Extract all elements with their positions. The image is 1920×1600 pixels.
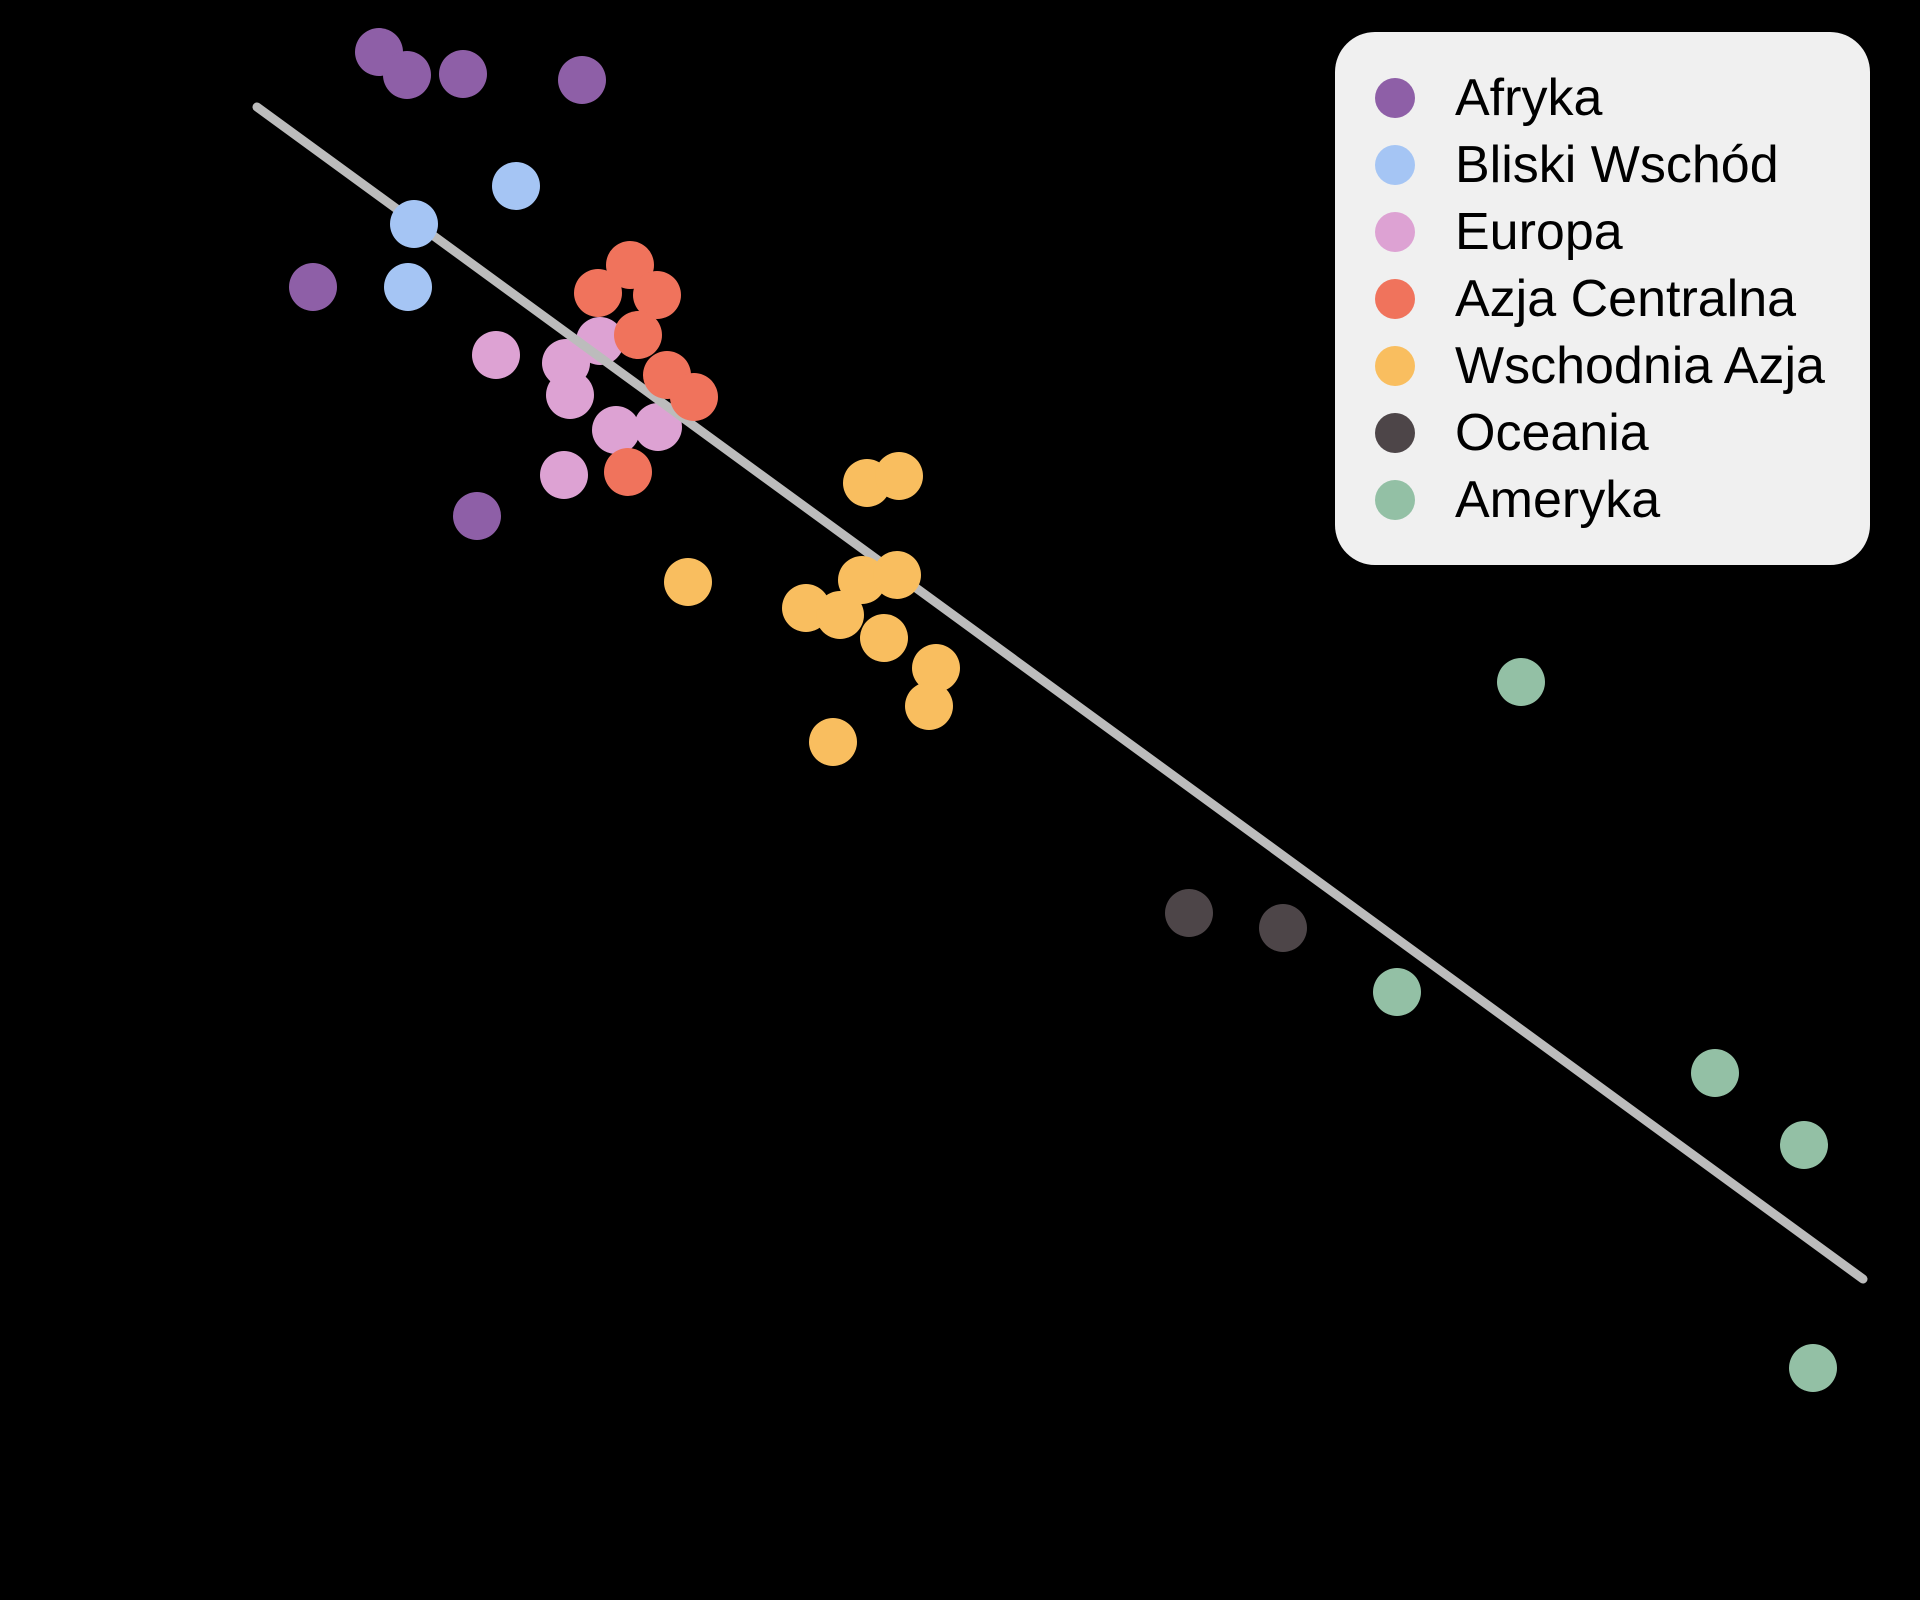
point-bliski-wsch-d <box>390 200 438 248</box>
point-wschodnia-azja <box>838 556 886 604</box>
legend-item-europa: Europa <box>1335 198 1870 265</box>
point-wschodnia-azja <box>875 452 923 500</box>
point-wschodnia-azja <box>873 551 921 599</box>
point-europa <box>472 331 520 379</box>
point-europa <box>546 371 594 419</box>
oceania-swatch-icon <box>1375 412 1415 453</box>
point-europa <box>540 451 588 499</box>
legend-label: Europa <box>1455 202 1623 261</box>
point-bliski-wsch-d <box>492 162 540 210</box>
legend-label: Azja Centralna <box>1455 269 1797 328</box>
legend-item-azja-centralna: Azja Centralna <box>1335 265 1870 332</box>
point-ameryka <box>1691 1049 1739 1097</box>
point-azja-centralna <box>614 311 662 359</box>
point-wschodnia-azja <box>905 682 953 730</box>
europa-swatch-icon <box>1375 211 1415 252</box>
legend-label: Ameryka <box>1455 470 1661 529</box>
point-wschodnia-azja <box>912 644 960 692</box>
point-afryka <box>439 50 487 98</box>
legend-item-afryka: Afryka <box>1335 64 1870 131</box>
point-wschodnia-azja <box>816 591 864 639</box>
afryka-swatch-icon <box>1375 77 1415 118</box>
legend-label: Oceania <box>1455 403 1649 462</box>
point-afryka <box>558 56 606 104</box>
point-azja-centralna <box>574 269 622 317</box>
point-azja-centralna <box>633 271 681 319</box>
point-europa <box>634 403 682 451</box>
bliski-wsch-d-swatch-icon <box>1375 144 1415 185</box>
point-wschodnia-azja <box>664 558 712 606</box>
legend-label: Wschodnia Azja <box>1455 336 1825 395</box>
wschodnia-azja-swatch-icon <box>1375 345 1415 386</box>
legend-label: Afryka <box>1455 68 1603 127</box>
legend-item-oceania: Oceania <box>1335 399 1870 466</box>
point-bliski-wsch-d <box>384 263 432 311</box>
point-azja-centralna <box>604 448 652 496</box>
legend: Afryka Bliski Wschód Europa Azja Centralna W… <box>1335 32 1870 565</box>
point-wschodnia-azja <box>860 614 908 662</box>
ameryka-swatch-icon <box>1375 479 1415 520</box>
legend-label: Bliski Wschód <box>1455 135 1779 194</box>
legend-item-wschodnia-azja: Wschodnia Azja <box>1335 332 1870 399</box>
point-ameryka <box>1497 658 1545 706</box>
trend-line <box>252 102 1868 1284</box>
point-afryka <box>289 263 337 311</box>
point-oceania <box>1165 889 1213 937</box>
azja-centralna-swatch-icon <box>1375 278 1415 319</box>
point-oceania <box>1259 904 1307 952</box>
legend-item-ameryka: Ameryka <box>1335 466 1870 533</box>
point-wschodnia-azja <box>809 718 857 766</box>
point-europa <box>592 406 640 454</box>
point-ameryka <box>1780 1121 1828 1169</box>
point-afryka <box>453 492 501 540</box>
point-ameryka <box>1373 968 1421 1016</box>
legend-item-bliski-wsch-d: Bliski Wschód <box>1335 131 1870 198</box>
point-azja-centralna <box>670 373 718 421</box>
point-ameryka <box>1789 1344 1837 1392</box>
point-afryka <box>383 51 431 99</box>
